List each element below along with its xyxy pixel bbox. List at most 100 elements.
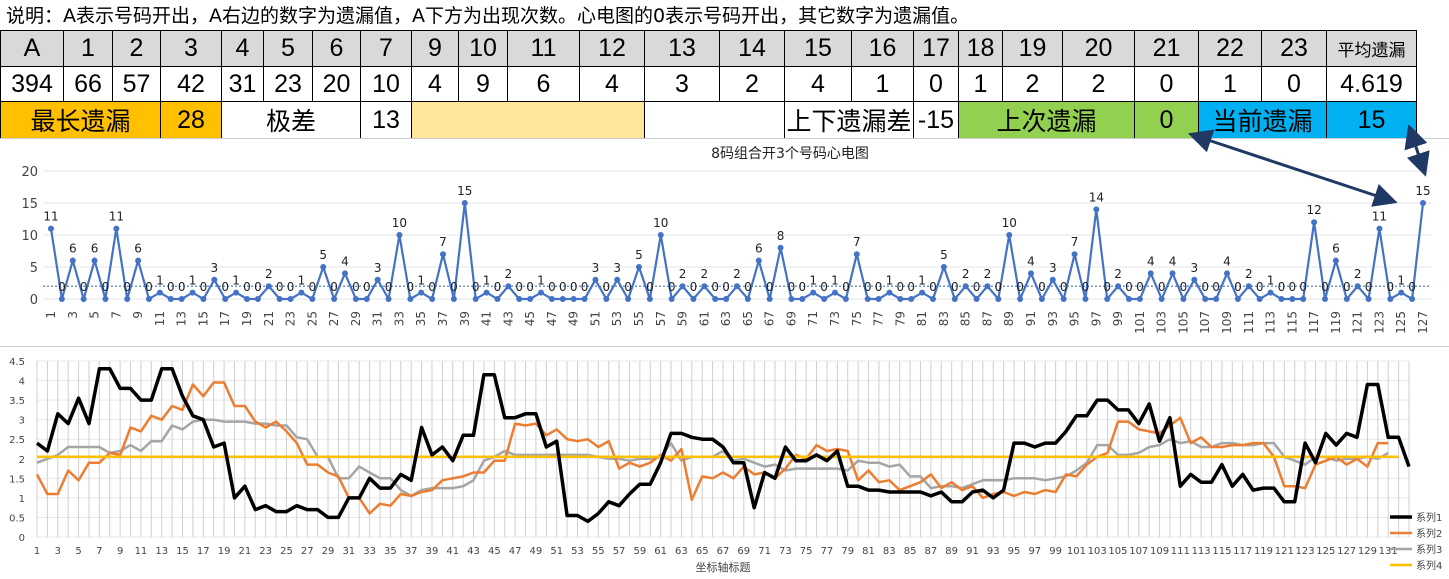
- ecg-data-label: 3: [1049, 261, 1057, 275]
- ecg-data-label: 11: [109, 210, 124, 224]
- ecg-data-label: 0: [1060, 280, 1068, 294]
- ecg-data-label: 1: [537, 274, 545, 288]
- x-tick-label: 63: [719, 311, 733, 326]
- ecg-point: [1169, 270, 1176, 277]
- ecg-point: [1289, 296, 1296, 302]
- y-tick-label: 10: [21, 229, 38, 244]
- ecg-data-label: 0: [1201, 280, 1209, 294]
- ecg-data-label: 0: [1038, 280, 1046, 294]
- ecg-point: [1038, 296, 1045, 302]
- ecg-point: [1071, 251, 1078, 258]
- x-tick-label: 55: [592, 546, 605, 557]
- ecg-data-label: 15: [1415, 184, 1430, 198]
- count-cell: 3: [644, 66, 720, 102]
- ecg-point: [1234, 296, 1241, 302]
- ecg-point: [1376, 225, 1383, 232]
- ecg-data-label: 0: [1256, 280, 1264, 294]
- ecg-data-label: 2: [733, 267, 741, 281]
- ecg-point: [657, 232, 664, 238]
- blank-yellow-cell: [411, 101, 645, 139]
- ecg-point: [1278, 296, 1285, 302]
- x-tick-label: 9: [117, 546, 123, 557]
- ecg-data-label: 0: [559, 280, 567, 294]
- x-tick-label: 73: [828, 311, 842, 326]
- ecg-data-label: 2: [1245, 267, 1253, 281]
- ecg-data-label: 1: [483, 274, 491, 288]
- x-tick-label: 47: [545, 311, 559, 326]
- x-tick-label: 3: [66, 311, 80, 319]
- ecg-point: [897, 296, 904, 302]
- x-tick-label: 95: [1068, 311, 1082, 326]
- ecg-point: [701, 283, 708, 290]
- ecg-data-label: 2: [984, 267, 992, 281]
- x-tick-label: 75: [800, 546, 813, 557]
- ecg-point: [842, 296, 849, 302]
- ecg-point: [1420, 200, 1426, 206]
- y-tick-label: 4.5: [9, 357, 25, 368]
- ecg-data-label: 0: [276, 280, 284, 294]
- ecg-point: [1006, 232, 1013, 238]
- ecg-point: [374, 276, 381, 283]
- x-tick-label: 29: [349, 311, 363, 326]
- updown-diff-label: 上下遗漏差: [784, 101, 914, 139]
- ecg-point: [592, 276, 599, 283]
- x-tick-label: 1: [44, 311, 58, 319]
- ecg-point: [265, 283, 272, 290]
- x-tick-label: 115: [1285, 311, 1299, 334]
- ecg-data-label: 2: [1354, 267, 1362, 281]
- ecg-point: [276, 296, 283, 302]
- count-cell: 4: [784, 66, 852, 102]
- ecg-data-label: 0: [472, 280, 480, 294]
- ecg-data-label: 0: [407, 280, 415, 294]
- count-cell: 9: [458, 66, 508, 102]
- ecg-point: [734, 283, 740, 290]
- ecg-point: [951, 296, 958, 302]
- ecg-point: [1332, 257, 1339, 264]
- ecg-data-label: 11: [1372, 210, 1387, 224]
- ecg-point: [984, 283, 991, 290]
- x-tick-label: 93: [1046, 311, 1060, 326]
- ecg-point: [461, 200, 468, 206]
- ecg-point: [875, 296, 882, 302]
- ecg-point: [135, 257, 142, 264]
- ecg-data-label: 6: [134, 242, 142, 256]
- x-tick-label: 79: [893, 311, 907, 326]
- instruction-note: 说明：A表示号码开出，A右边的数字为遗漏值，A下方为出现次数。心电图的0表示号码…: [0, 0, 1295, 30]
- header-cell: 2: [112, 30, 161, 67]
- x-tick-label: 103: [1155, 311, 1169, 334]
- ecg-data-label: 0: [929, 280, 937, 294]
- ecg-point: [418, 289, 425, 296]
- x-tick-label: 115: [1212, 546, 1231, 557]
- x-tick-label: 125: [1316, 546, 1335, 557]
- ecg-data-label: 0: [123, 280, 131, 294]
- range-label: 极差: [221, 101, 361, 139]
- ecg-data-label: 1: [1267, 274, 1275, 288]
- ecg-point: [396, 232, 403, 238]
- ecg-point: [244, 296, 250, 302]
- ecg-point: [668, 296, 675, 302]
- ecg-point: [516, 296, 523, 302]
- count-cell: 394: [0, 66, 64, 102]
- ecg-data-label: 0: [690, 280, 698, 294]
- x-tick-label: 17: [197, 546, 210, 557]
- x-tick-label: 119: [1254, 546, 1273, 557]
- ecg-data-label: 0: [1082, 280, 1090, 294]
- x-tick-label: 23: [284, 311, 298, 326]
- x-tick-label: 69: [784, 311, 798, 326]
- y-tick-label: 4: [19, 377, 25, 388]
- ecg-data-label: 4: [1027, 254, 1035, 268]
- header-cell: 23: [1261, 30, 1327, 67]
- x-tick-label: 31: [371, 311, 385, 326]
- x-tick-label: 59: [676, 311, 690, 326]
- count-cell: 20: [312, 66, 361, 102]
- ecg-point: [1354, 283, 1361, 290]
- x-tick-label: 105: [1108, 546, 1127, 557]
- ecg-data-label: 0: [243, 280, 251, 294]
- range-value: 13: [360, 101, 412, 139]
- ecg-data-label: 0: [167, 280, 175, 294]
- x-tick-label: 3: [55, 546, 61, 557]
- x-tick-label: 21: [239, 546, 252, 557]
- legend-label: 系列1: [1416, 511, 1442, 524]
- y-tick-label: 5: [30, 261, 38, 276]
